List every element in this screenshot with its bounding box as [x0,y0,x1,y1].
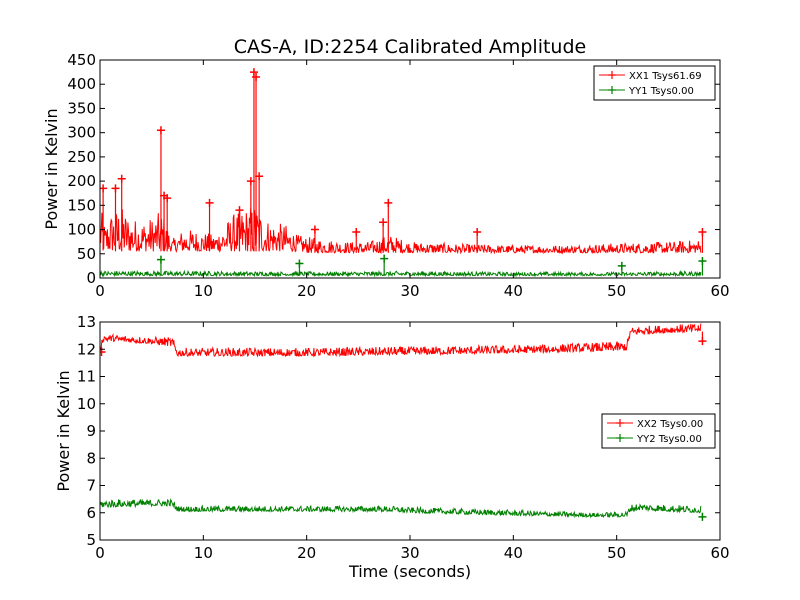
top-ytick-label: 0 [86,269,96,287]
top-series-1-point [205,198,214,207]
top-series-1-point [111,184,120,193]
top-panel: 0 10 20 30 40 50 60 0 50 100 150 200 250 300 350 400 450… [42,51,730,300]
bottom-ytick-label: 12 [77,340,96,358]
top-ticks: 0 10 20 30 40 50 60 0 50 100 150 200 250 300 350 400 450 [67,51,729,300]
bottom-xtick-label: 50 [607,544,626,562]
top-series-1-point [156,126,165,135]
top-series-1-point [698,227,707,236]
top-series-1 [100,68,707,255]
top-series-2-point [295,259,304,268]
top-series-1-point [252,72,261,81]
top-series-2-line [100,269,702,278]
bottom-xtick-label: 10 [194,544,213,562]
chart-title: CAS-A, ID:2254 Calibrated Amplitude [234,36,586,58]
top-xtick-label: 60 [710,282,729,300]
top-ytick-label: 400 [67,75,96,93]
bottom-legend-label: XX2 Tsys0.00 [637,419,703,430]
bottom-xtick-label: 20 [297,544,316,562]
bottom-legend: XX2 Tsys0.00 YY2 Tsys0.00 [601,413,716,449]
top-xtick-label: 20 [297,282,316,300]
top-xtick-label: 30 [400,282,419,300]
bottom-ytick-label: 6 [86,504,96,522]
top-legend-label: YY1 Tsys0.00 [628,86,694,97]
bottom-ytick-label: 11 [77,368,96,386]
top-xtick-label: 40 [504,282,523,300]
bottom-plot-area [100,323,707,521]
top-xtick-label: 10 [194,282,213,300]
top-legend-marker [608,86,616,94]
bottom-xtick-label: 60 [710,544,729,562]
top-ytick-label: 200 [67,172,96,190]
top-ytick-label: 300 [67,124,96,142]
top-series-1-point [117,174,126,183]
top-series-1-point [163,194,172,203]
top-plot-area [100,68,707,278]
bottom-series-1-line [100,323,702,358]
top-series-2-point [698,257,707,266]
bottom-series-1 [100,323,707,358]
bottom-xtick-label: 0 [95,544,105,562]
top-series-1-point [473,227,482,236]
top-ytick-label: 50 [77,245,96,263]
top-legend: XX1 Tsys61.69 YY1 Tsys0.00 [593,65,716,101]
bottom-series-2 [100,498,707,521]
top-ytick-label: 150 [67,196,96,214]
bottom-xlabel: Time (seconds) [348,562,471,581]
top-ytick-label: 250 [67,148,96,166]
top-series-2-point [380,254,389,263]
top-legend-box [593,65,716,101]
top-series-2 [100,254,707,278]
top-legend-label: XX1 Tsys61.69 [629,71,702,82]
bottom-ytick-label: 10 [77,395,96,413]
bottom-series-1-point [698,337,707,346]
top-series-1-point [249,68,258,77]
top-ytick-label: 450 [67,51,96,69]
bottom-series-2-line [100,498,702,519]
top-xtick-label: 0 [95,282,105,300]
top-series-1-point [235,206,244,215]
bottom-ytick-label: 8 [86,449,96,467]
bottom-xtick-label: 40 [504,544,523,562]
top-series-2-point [617,261,626,270]
bottom-ylabel: Power in Kelvin [54,370,73,491]
bottom-legend-marker [616,419,624,427]
bottom-ytick-label: 5 [86,531,96,549]
bottom-panel: 0 10 20 30 40 50 60 5 6 7 8 9 10 11 12 13 Power in Kelv… [54,313,730,581]
top-series-1-point [384,198,393,207]
bottom-legend-label: YY2 Tsys0.00 [636,434,702,445]
top-ytick-label: 350 [67,99,96,117]
bottom-legend-box [601,413,716,449]
top-xtick-label: 50 [607,282,626,300]
bottom-ytick-label: 9 [86,422,96,440]
top-series-1-point [310,225,319,234]
top-ylabel: Power in Kelvin [42,108,61,229]
bottom-ticks: 0 10 20 30 40 50 60 5 6 7 8 9 10 11 12 13 [77,313,730,562]
bottom-ytick-label: 7 [86,477,96,495]
bottom-ytick-label: 13 [77,313,96,331]
top-legend-marker [608,71,616,79]
top-series-1-point [379,218,388,227]
bottom-series-2-point [698,512,707,521]
top-series-2-point [156,255,165,264]
top-series-1-line [100,208,702,255]
top-ytick-label: 100 [67,221,96,239]
top-series-1-point [352,227,361,236]
bottom-xtick-label: 30 [400,544,419,562]
top-series-1-point [255,172,264,181]
bottom-legend-marker [616,434,624,442]
